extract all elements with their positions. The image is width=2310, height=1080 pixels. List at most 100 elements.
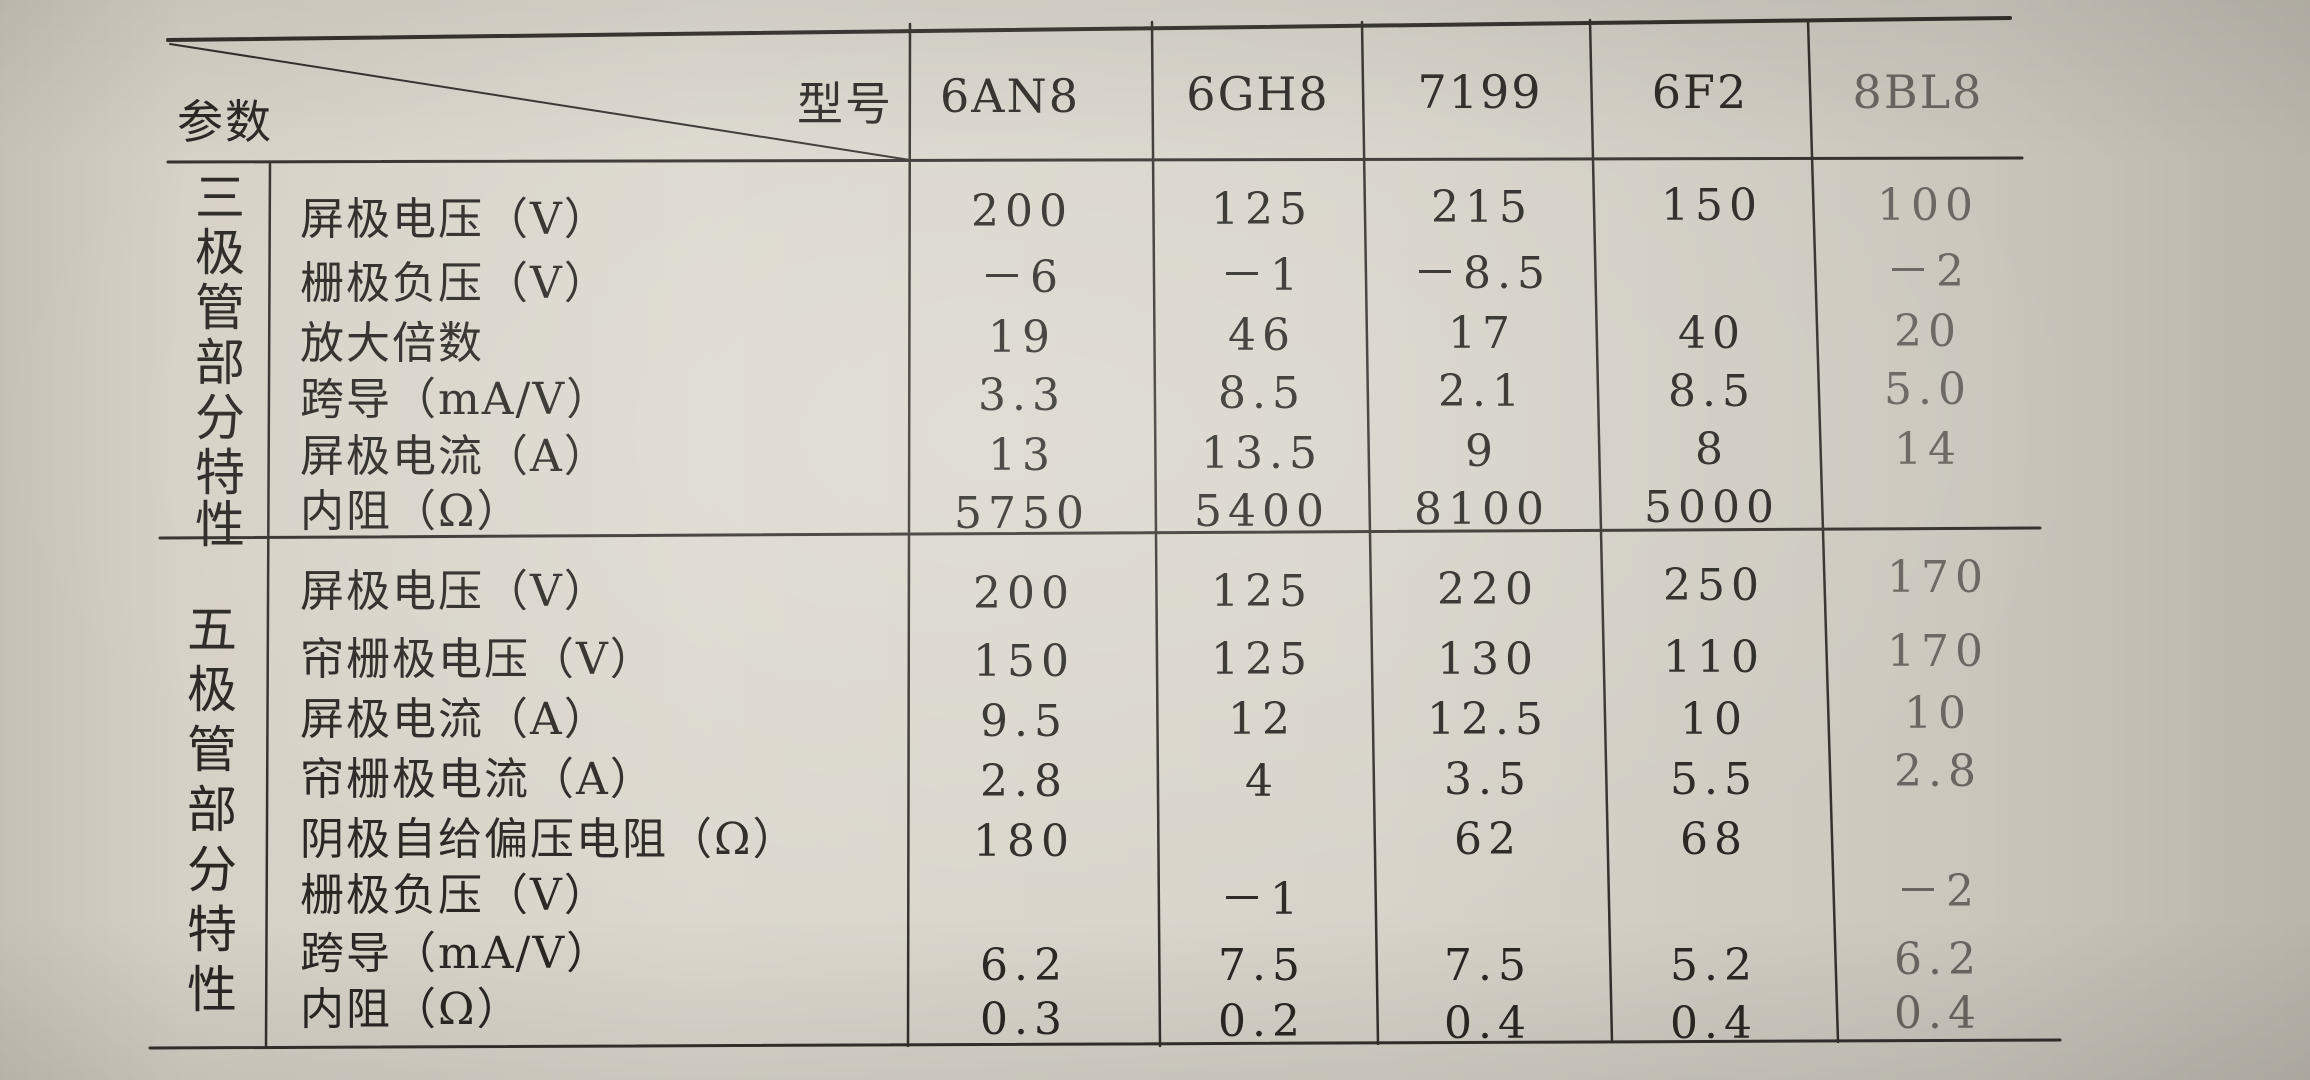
table-cell: 5750 bbox=[954, 488, 1090, 539]
row-label: 屏极电压（V） bbox=[300, 566, 610, 617]
table-cell: 19 bbox=[988, 312, 1056, 363]
table-cell: 17 bbox=[1448, 308, 1516, 359]
header-bottom-rule bbox=[166, 156, 2024, 164]
table-cell: 12.5 bbox=[1427, 694, 1549, 745]
table-cell: 150 bbox=[973, 636, 1075, 687]
table-cell: 5.2 bbox=[1670, 940, 1758, 991]
table-cell: 2.1 bbox=[1438, 366, 1526, 417]
table-cell: －2 bbox=[1896, 866, 1980, 917]
row-label: 跨导（mA/V） bbox=[300, 374, 613, 425]
column-rule-5 bbox=[1806, 18, 1840, 1044]
table-cell: 8.5 bbox=[1668, 366, 1756, 417]
header-diagonal-rule bbox=[169, 43, 911, 161]
table-cell: 0.4 bbox=[1670, 998, 1758, 1049]
table-cell: 4 bbox=[1245, 756, 1279, 807]
section-pentode-title-char: 五 bbox=[187, 601, 237, 659]
table-top-rule bbox=[166, 16, 2012, 42]
table-cell: 5.0 bbox=[1884, 364, 1972, 415]
section-pentode-title-char: 性 bbox=[187, 961, 237, 1019]
column-rule-1 bbox=[906, 22, 912, 1048]
table-cell: 10 bbox=[1680, 694, 1748, 745]
row-label: 阴极自给偏压电阻（Ω） bbox=[300, 814, 799, 865]
column-rule-2 bbox=[1150, 20, 1162, 1048]
table-cell: 0.2 bbox=[1218, 996, 1306, 1047]
section-triode-title-char: 三 bbox=[195, 169, 245, 227]
table-cell: 62 bbox=[1454, 814, 1522, 865]
row-label: 屏极电流（A） bbox=[300, 694, 610, 745]
table-cell: 0.4 bbox=[1894, 988, 1982, 1039]
table-cell: 0.4 bbox=[1444, 998, 1532, 1049]
row-label: 屏极电压（V） bbox=[300, 194, 610, 245]
section-title-column-rule bbox=[264, 162, 272, 1048]
section-pentode-title-char: 分 bbox=[187, 841, 237, 899]
table-cell: 12 bbox=[1228, 694, 1296, 745]
table-cell: 46 bbox=[1228, 310, 1296, 361]
section-triode-title-char: 极 bbox=[195, 224, 245, 282]
table-bottom-rule bbox=[148, 1038, 2062, 1050]
table-cell: 14 bbox=[1894, 424, 1962, 475]
row-label: 内阻（Ω） bbox=[300, 486, 523, 537]
section-divider-rule bbox=[158, 526, 2042, 540]
model-7199: 7199 bbox=[1417, 65, 1543, 119]
table-cell: 170 bbox=[1887, 626, 1989, 677]
section-triode-title-char: 分 bbox=[195, 389, 245, 447]
table-cell: 5400 bbox=[1194, 486, 1330, 537]
table-cell: －8.5 bbox=[1413, 248, 1551, 299]
table-cell: 100 bbox=[1877, 180, 1979, 231]
model-6gh8: 6GH8 bbox=[1186, 67, 1330, 121]
table-cell: 9 bbox=[1465, 426, 1499, 477]
table-cell: 250 bbox=[1663, 560, 1765, 611]
table-cell: 200 bbox=[973, 568, 1075, 619]
table-cell: 125 bbox=[1211, 634, 1313, 685]
table-cell: －6 bbox=[980, 252, 1064, 303]
section-triode-title-char: 性 bbox=[195, 496, 245, 554]
table-cell: 150 bbox=[1661, 180, 1763, 231]
row-label: 放大倍数 bbox=[300, 318, 484, 369]
table-cell: 8.5 bbox=[1218, 368, 1306, 419]
row-label: 帘栅极电压（V） bbox=[300, 634, 656, 685]
model-6an8: 6AN8 bbox=[939, 69, 1081, 123]
model-8bl8: 8BL8 bbox=[1852, 65, 1984, 119]
section-pentode-title-char: 管 bbox=[187, 721, 237, 779]
table-cell: 7.5 bbox=[1444, 940, 1532, 991]
table-cell: 7.5 bbox=[1218, 940, 1306, 991]
model-header: 型号 bbox=[797, 77, 893, 131]
table-cell: 10 bbox=[1904, 688, 1972, 739]
row-label: 栅极负压（V） bbox=[300, 258, 610, 309]
table-cell: 5000 bbox=[1644, 482, 1780, 533]
table-cell: 6.2 bbox=[980, 940, 1068, 991]
row-label: 栅极负压（V） bbox=[300, 870, 610, 921]
row-label: 跨导（mA/V） bbox=[300, 928, 613, 979]
table-cell: 200 bbox=[971, 186, 1073, 237]
table-cell: 3.5 bbox=[1444, 754, 1532, 805]
table-cell: 110 bbox=[1663, 632, 1765, 683]
table-cell: 215 bbox=[1431, 182, 1533, 233]
table-cell: 0.3 bbox=[980, 994, 1068, 1045]
table-cell: 2.8 bbox=[1894, 746, 1982, 797]
section-triode-title-char: 特 bbox=[195, 444, 245, 502]
table-cell: 220 bbox=[1437, 564, 1539, 615]
table-cell: 3.3 bbox=[978, 370, 1066, 421]
table-cell: －1 bbox=[1220, 874, 1304, 925]
table-cell: 8100 bbox=[1414, 484, 1550, 535]
section-pentode-title-char: 极 bbox=[187, 661, 237, 719]
section-triode-title-char: 部 bbox=[195, 334, 245, 392]
section-pentode-title-char: 部 bbox=[187, 781, 237, 839]
table-cell: 170 bbox=[1887, 552, 1989, 603]
table-cell: 40 bbox=[1678, 308, 1746, 359]
row-label: 内阻（Ω） bbox=[300, 984, 523, 1035]
table-cell: －1 bbox=[1220, 250, 1304, 301]
table-cell: 20 bbox=[1894, 306, 1962, 357]
section-pentode-title-char: 特 bbox=[187, 901, 237, 959]
column-rule-3 bbox=[1360, 20, 1380, 1046]
table-cell: 68 bbox=[1680, 814, 1748, 865]
table-cell: 8 bbox=[1695, 424, 1729, 475]
table-cell: 2.8 bbox=[980, 756, 1068, 807]
section-triode-title-char: 管 bbox=[195, 279, 245, 337]
table-cell: 13 bbox=[988, 430, 1056, 481]
row-label: 屏极电流（A） bbox=[300, 431, 610, 482]
table-cell: 125 bbox=[1211, 566, 1313, 617]
model-6f2: 6F2 bbox=[1651, 65, 1749, 119]
